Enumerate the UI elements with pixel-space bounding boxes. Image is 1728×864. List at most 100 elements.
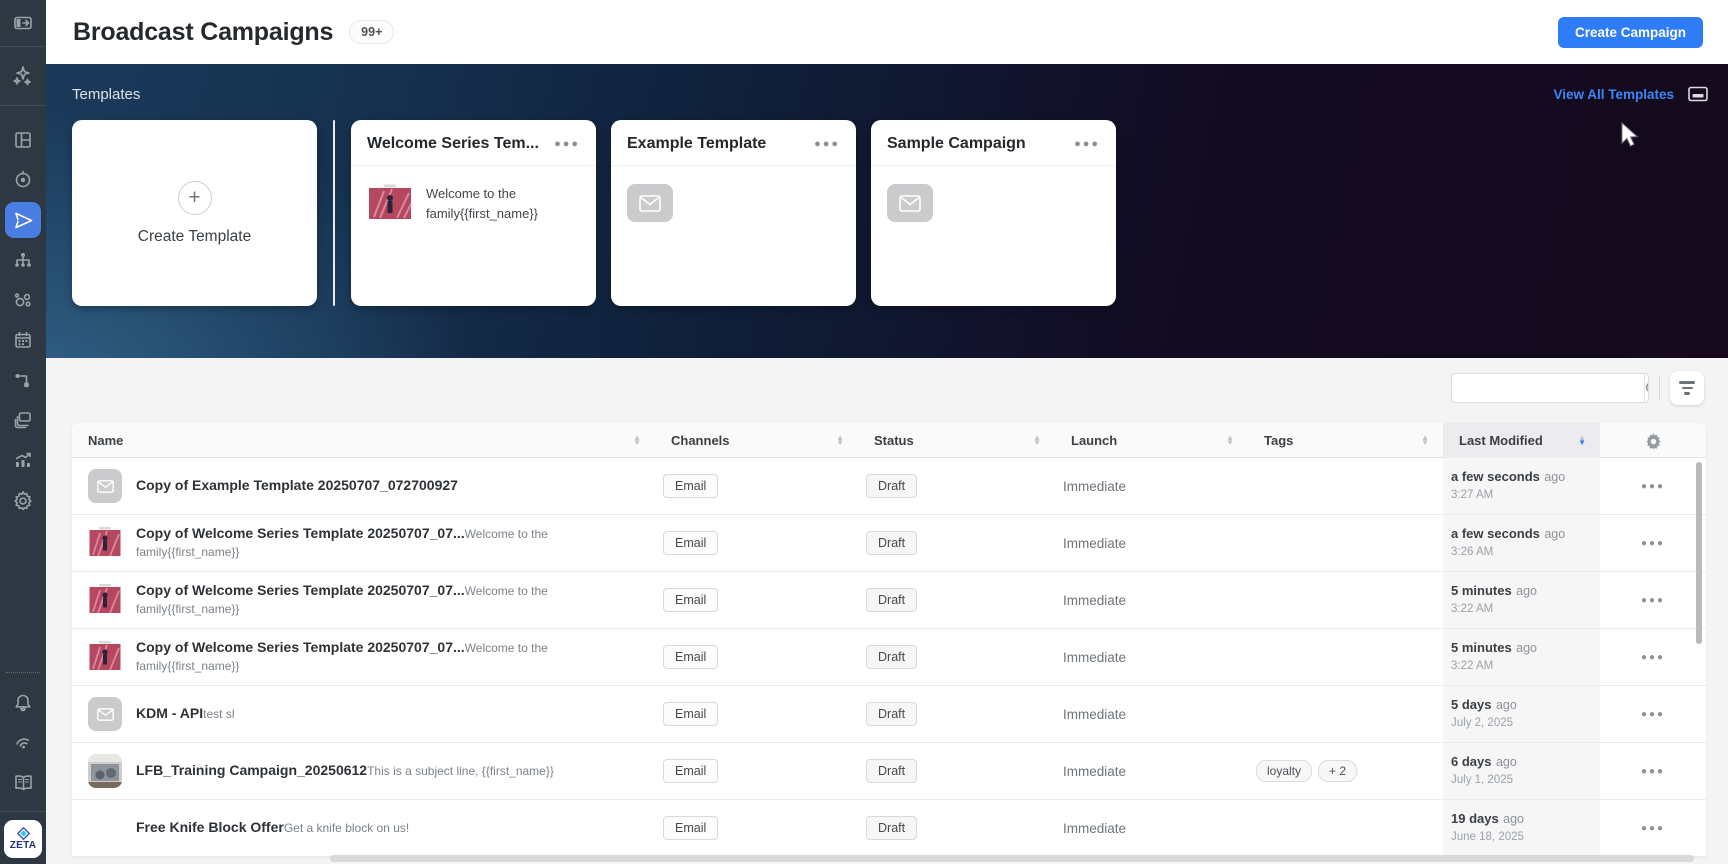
table-row[interactable]: Free Knife Block OfferGet a knife block … (72, 800, 1706, 857)
campaign-subject: Welcome to the family{{first_name}} (136, 584, 548, 616)
search-icon[interactable] (1644, 374, 1648, 402)
table-row[interactable]: LFB_Training Campaign_20250612This is a … (72, 743, 1706, 800)
template-card[interactable]: Sample Campaign ●●● (871, 120, 1116, 306)
campaign-name: Copy of Welcome Series Template 20250707… (136, 639, 465, 655)
last-modified-cell: a few seconds ago 3:27 AM (1443, 458, 1600, 514)
settings-gear-icon[interactable] (0, 480, 46, 520)
card-menu-icon[interactable]: ●●● (554, 138, 580, 150)
divider (333, 120, 335, 306)
last-modified-cell: a few seconds ago 3:26 AM (1443, 515, 1600, 571)
email-placeholder-icon (887, 184, 933, 222)
notifications-bell-icon[interactable] (0, 683, 46, 723)
column-header-tags[interactable]: Tags ▲ ▼ (1264, 432, 1429, 448)
row-menu-button[interactable]: ●●● (1640, 480, 1666, 492)
template-card[interactable]: Welcome Series Tem... ●●● Welcome to the… (351, 120, 596, 306)
table-row[interactable]: Copy of Example Template 20250707_072700… (72, 458, 1706, 515)
table-row[interactable]: Copy of Welcome Series Template 20250707… (72, 515, 1706, 572)
audiences-icon[interactable] (0, 280, 46, 320)
welcome-artwork-thumbnail (88, 583, 122, 617)
vertical-scrollbar[interactable] (1696, 462, 1702, 644)
template-card-title: Sample Campaign (887, 135, 1026, 152)
photo-thumbnail (88, 754, 122, 788)
table-row[interactable]: Copy of Welcome Series Template 20250707… (72, 572, 1706, 629)
create-campaign-button[interactable]: Create Campaign (1557, 16, 1703, 48)
launch-value: Immediate (1063, 649, 1127, 665)
layers-assets-icon[interactable] (0, 400, 46, 440)
column-header-last-modified[interactable]: Last Modified ▲ ▼ (1443, 423, 1600, 458)
tag-overflow-chip: + 2 (1318, 760, 1358, 782)
target-icon[interactable] (0, 160, 46, 200)
divider (1659, 376, 1660, 400)
last-modified-cell: 5 minutes ago 3:22 AM (1443, 629, 1600, 685)
row-menu-button[interactable]: ●●● (1640, 822, 1666, 834)
campaign-subject: test sl (203, 707, 235, 721)
email-thumbnail (88, 697, 122, 731)
campaign-subject: Get a knife block on us! (283, 821, 410, 835)
tags-cell (1248, 572, 1443, 628)
calendar-icon[interactable] (0, 320, 46, 360)
collapse-panel-icon[interactable] (0, 0, 46, 46)
launch-value: Immediate (1063, 535, 1127, 551)
last-modified-cell: 5 minutes ago 3:22 AM (1443, 572, 1600, 628)
column-header-launch[interactable]: Launch ▲ ▼ (1071, 432, 1234, 448)
channel-chip: Email (663, 645, 719, 669)
row-menu-button[interactable]: ●●● (1640, 765, 1666, 777)
view-all-templates-link[interactable]: View All Templates (1553, 87, 1674, 102)
channel-chip: Email (663, 531, 719, 555)
divider (0, 105, 46, 106)
tags-cell: loyalty + 2 (1248, 743, 1443, 799)
dashboard-icon[interactable] (0, 120, 46, 160)
zeta-logo[interactable]: ZETA (4, 820, 42, 858)
launch-value: Immediate (1063, 820, 1127, 836)
welcome-artwork-thumbnail (88, 526, 122, 560)
sort-icon: ▲ ▼ (1033, 432, 1041, 447)
row-menu-button[interactable]: ●●● (1640, 708, 1666, 720)
thumbnail-placeholder (88, 811, 122, 845)
sort-icon: ▲ ▼ (1421, 432, 1429, 447)
template-browser-icon[interactable] (1688, 86, 1708, 103)
status-chip: Draft (866, 588, 918, 612)
launch-value: Immediate (1063, 706, 1127, 722)
template-card[interactable]: Example Template ●●● (611, 120, 856, 306)
table-row[interactable]: KDM - APItest sl Email Draft Immediate 5… (72, 686, 1706, 743)
sparkles-icon[interactable] (0, 47, 46, 105)
campaign-subject: This is a subject line, {{first_name}} (367, 764, 554, 778)
signal-status-icon[interactable] (0, 723, 46, 763)
campaign-name: Copy of Welcome Series Template 20250707… (136, 525, 465, 541)
column-header-name[interactable]: Name ▲ ▼ (88, 432, 641, 448)
sort-desc-icon: ▲ ▼ (1578, 432, 1586, 447)
campaigns-send-icon-active[interactable] (0, 200, 46, 240)
table-row[interactable]: Copy of Welcome Series Template 20250707… (72, 629, 1706, 686)
campaign-name: Copy of Example Template 20250707_072700… (136, 477, 458, 493)
docs-book-icon[interactable] (0, 763, 46, 803)
create-template-label: Create Template (137, 227, 252, 245)
sitemap-icon[interactable] (0, 240, 46, 280)
table-settings-gear-icon[interactable] (1600, 423, 1706, 458)
row-menu-button[interactable]: ●●● (1640, 537, 1666, 549)
card-menu-icon[interactable]: ●●● (814, 138, 840, 150)
tags-cell (1248, 629, 1443, 685)
status-chip: Draft (866, 474, 918, 498)
zeta-logo-text: ZETA (9, 840, 37, 851)
sort-icon: ▲ ▼ (836, 432, 844, 447)
analytics-icon[interactable] (0, 440, 46, 480)
journey-flow-icon[interactable] (0, 360, 46, 400)
filter-button[interactable] (1670, 371, 1704, 405)
launch-value: Immediate (1063, 763, 1127, 779)
sort-icon: ▲ ▼ (1226, 432, 1234, 447)
tags-cell (1248, 458, 1443, 514)
row-menu-button[interactable]: ●●● (1640, 651, 1666, 663)
divider (0, 811, 46, 812)
launch-value: Immediate (1063, 592, 1127, 608)
horizontal-scrollbar[interactable] (330, 855, 1694, 862)
search-input[interactable] (1452, 374, 1644, 402)
tags-cell (1248, 686, 1443, 742)
card-menu-icon[interactable]: ●●● (1074, 138, 1100, 150)
sort-icon: ▲ ▼ (633, 432, 641, 447)
row-menu-button[interactable]: ●●● (1640, 594, 1666, 606)
column-header-status[interactable]: Status ▲ ▼ (874, 432, 1041, 448)
status-chip: Draft (866, 531, 918, 555)
create-template-card[interactable]: + Create Template (72, 120, 317, 306)
channel-chip: Email (663, 816, 719, 840)
column-header-channels[interactable]: Channels ▲ ▼ (671, 432, 844, 448)
